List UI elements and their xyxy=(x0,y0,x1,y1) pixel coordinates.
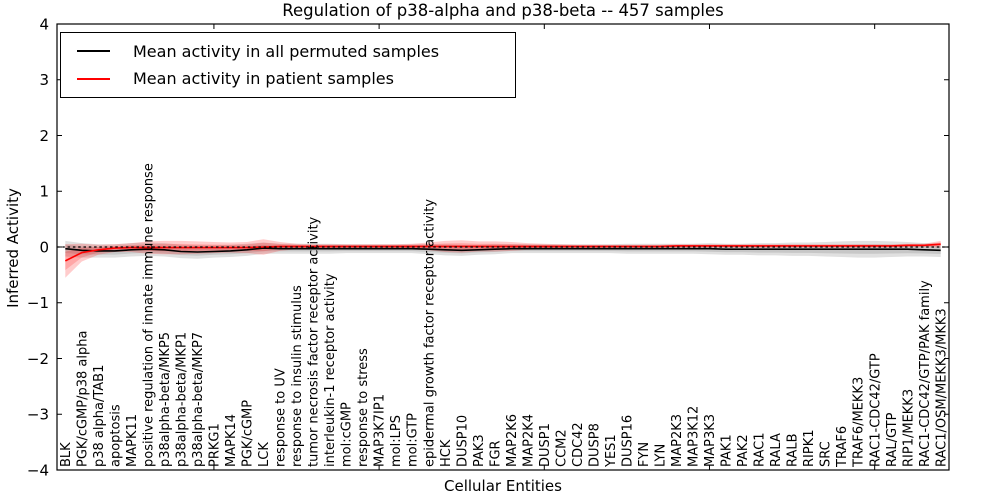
x-tick-label: HCK xyxy=(439,439,454,467)
x-tick-label: MAP3K7IP1 xyxy=(373,394,388,467)
x-tick-label: p38alpha-beta/MKP5 xyxy=(158,332,173,467)
x-tick-label: MAP2K6 xyxy=(505,414,520,467)
x-tick-label: MAP3K3 xyxy=(703,414,718,467)
x-tick-label: MAPK11 xyxy=(125,414,140,467)
x-tick-label: PGK/cGMP/p38 alpha xyxy=(75,331,90,467)
y-tick-label: 2 xyxy=(39,127,49,145)
x-tick-label: MAP3K12 xyxy=(687,406,702,467)
x-tick-label: p38 alpha/TAB1 xyxy=(92,365,107,467)
permuted-mean-line xyxy=(65,247,941,253)
legend-entry-permuted: Mean activity in all permuted samples xyxy=(61,42,515,61)
x-tick-label: SRC xyxy=(819,441,834,467)
x-tick-label: RALB xyxy=(786,433,801,467)
x-tick-label: DUSP1 xyxy=(538,423,553,467)
x-axis-label: Cellular Entities xyxy=(444,477,562,495)
x-tick-label: mol:cGMP xyxy=(340,402,355,467)
x-tick-label: RAC1-CDC42/GTP/PAK family xyxy=(918,280,933,467)
x-tick-label: response to stress xyxy=(356,348,371,467)
x-tick-label: epidermal growth factor receptor activit… xyxy=(422,199,437,467)
y-tick-label: 1 xyxy=(39,183,49,201)
x-tick-label: YES1 xyxy=(604,434,619,468)
x-tick-label: CCM2 xyxy=(554,429,569,467)
x-tick-label: p38alpha-beta/MKP1 xyxy=(174,332,189,467)
x-tick-label: RAL/GTP xyxy=(885,412,900,467)
x-tick-label: TRAF6 xyxy=(835,426,850,468)
x-tick-label: RAC1 xyxy=(753,432,768,467)
x-tick-label: response to insulin stimulus xyxy=(290,285,305,467)
x-tick-label: FYN xyxy=(637,442,652,467)
x-tick-label: PAK2 xyxy=(736,434,751,467)
x-tick-label: mol:LPS xyxy=(389,415,404,467)
x-tick-label: PAK3 xyxy=(472,434,487,467)
x-tick-label: LCK xyxy=(257,442,272,467)
x-tick-label: mol:GTP xyxy=(406,413,421,467)
x-tick-label: MAPK14 xyxy=(224,414,239,467)
x-tick-label: CDC42 xyxy=(571,422,586,467)
x-tick-label: response to UV xyxy=(274,368,289,467)
axes-frame xyxy=(56,23,950,471)
x-tick-label: FGR xyxy=(488,440,503,467)
x-tick-label: positive regulation of innate immune res… xyxy=(141,163,156,467)
legend: Mean activity in all permuted samples Me… xyxy=(60,32,516,98)
y-tick-label: 4 xyxy=(39,15,49,33)
x-tick-label: BLK xyxy=(59,442,74,467)
y-axis-label: Inferred Activity xyxy=(4,188,22,308)
legend-label-patient: Mean activity in patient samples xyxy=(133,69,394,89)
x-tick-label: DUSP8 xyxy=(587,423,602,467)
x-tick-label: tumor necrosis factor receptor activity xyxy=(307,216,322,467)
y-tick-label: −1 xyxy=(27,294,49,312)
permuted-line-swatch-icon xyxy=(77,50,110,53)
patient-line-swatch-icon xyxy=(77,77,110,80)
y-tick-label: −2 xyxy=(27,350,49,368)
x-tick-label: LYN xyxy=(653,444,668,467)
x-tick-label: DUSP10 xyxy=(455,415,470,467)
x-tick-label: p38alpha-beta/MKP7 xyxy=(191,332,206,467)
x-tick-label: MAP2K3 xyxy=(670,414,685,467)
legend-entry-patient: Mean activity in patient samples xyxy=(61,69,515,88)
x-tick-label: PAK1 xyxy=(720,434,735,467)
y-tick-label: 3 xyxy=(39,71,49,89)
y-tick-label: 0 xyxy=(39,238,49,256)
x-tick-label: RALA xyxy=(769,433,784,467)
legend-label-permuted: Mean activity in all permuted samples xyxy=(133,41,440,61)
x-tick-label: RAC1/OSM/MEKK3/MKK3 xyxy=(934,308,949,467)
x-tick-label: PGK/cGMP xyxy=(241,400,256,467)
x-tick-label: RIP1/MEKK3 xyxy=(901,389,916,467)
x-tick-label: MAP2K4 xyxy=(521,414,536,467)
x-tick-label: DUSP16 xyxy=(620,415,635,467)
x-tick-label: PRKG1 xyxy=(207,423,222,467)
x-tick-label: RIPK1 xyxy=(802,429,817,467)
x-tick-label: TRAF6/MEKK3 xyxy=(852,377,867,468)
x-tick-label: RAC1-CDC42/GTP xyxy=(868,353,883,467)
y-tick-label: −4 xyxy=(27,461,49,479)
x-tick-label: apoptosis xyxy=(108,404,123,467)
x-tick-label: interleukin-1 receptor activity xyxy=(323,273,338,467)
chart-title: Regulation of p38-alpha and p38-beta -- … xyxy=(282,1,724,20)
y-tick-label: −3 xyxy=(27,406,49,424)
